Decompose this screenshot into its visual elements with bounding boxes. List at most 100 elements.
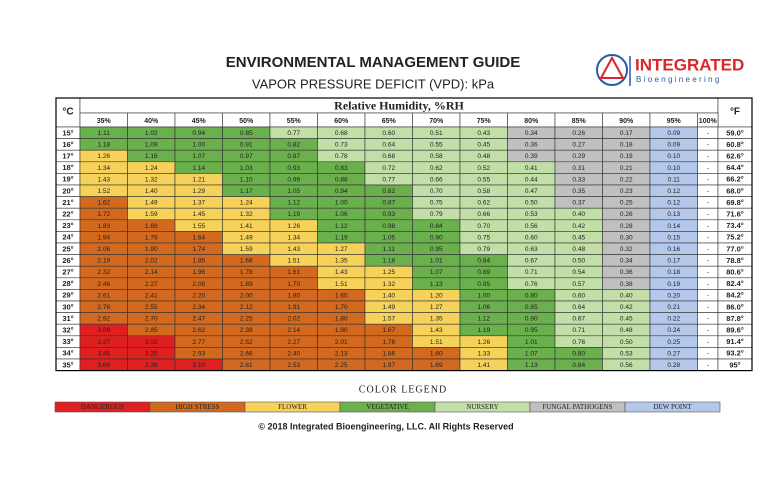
footer: © 2018 Integrated Bioengineering, LLC. A…	[258, 421, 513, 431]
vpd-value: 1.34	[287, 234, 300, 241]
vpd-value: -	[707, 200, 709, 207]
subtitle: VAPOR PRESSURE DEFICIT (VPD): kPa	[252, 76, 495, 91]
vpd-value: 0.55	[477, 176, 490, 183]
vpd-value: 0.80	[525, 292, 538, 299]
vpd-value: 0.68	[382, 153, 395, 160]
vpd-value: 0.51	[430, 130, 443, 137]
vpd-value: 2.27	[287, 339, 300, 346]
vpd-value: -	[707, 234, 709, 241]
vpd-value: 1.59	[145, 211, 158, 218]
vpd-value: 0.95	[430, 246, 443, 253]
vpd-value: 3.02	[145, 339, 158, 346]
vpd-value: 0.19	[667, 281, 680, 288]
vpd-value: 1.24	[240, 200, 253, 207]
vpd-value: 0.54	[572, 269, 585, 276]
vpd-value: 2.32	[97, 269, 110, 276]
vpd-value: 0.43	[477, 130, 490, 137]
vpd-value: 2.25	[240, 316, 253, 323]
vpd-value: 1.57	[382, 316, 395, 323]
vpd-value: 0.50	[620, 339, 633, 346]
vpd-value: 0.82	[382, 188, 395, 195]
vpd-value: 1.03	[240, 165, 253, 172]
vpd-value: 2.13	[335, 350, 348, 357]
vpd-value: 2.34	[192, 304, 205, 311]
vpd-value: 0.95	[477, 281, 490, 288]
fahrenheit-value: 93.2°	[726, 349, 744, 358]
vpd-value: 1.12	[477, 316, 490, 323]
vpd-value: 0.66	[430, 176, 443, 183]
vpd-value: -	[707, 292, 709, 299]
vpd-value: 1.27	[335, 246, 348, 253]
vpd-value: 0.87	[287, 153, 300, 160]
vpd-value: -	[707, 223, 709, 230]
celsius-value: 25°	[62, 244, 73, 253]
vpd-value: 1.16	[145, 153, 158, 160]
vpd-value: 2.20	[192, 292, 205, 299]
vpd-value: 0.22	[620, 176, 633, 183]
vpd-value: 0.34	[525, 130, 538, 137]
vpd-value: 0.50	[525, 200, 538, 207]
fahrenheit-value: 78.8°	[726, 256, 744, 265]
vpd-value: 0.83	[335, 165, 348, 172]
vpd-value: 0.85	[525, 304, 538, 311]
legend-label: DANGEROUS	[81, 403, 124, 411]
vpd-value: 2.61	[97, 292, 110, 299]
vpd-value: 0.30	[620, 234, 633, 241]
vpd-value: 1.19	[477, 327, 490, 334]
fahrenheit-value: 77.0°	[726, 244, 744, 253]
logo-name: INTEGRATED	[635, 55, 744, 74]
fahrenheit-value: 62.6°	[726, 151, 744, 160]
fahrenheit-value: 75.2°	[726, 233, 744, 242]
vpd-value: 1.02	[145, 130, 158, 137]
vpd-value: 0.48	[620, 327, 633, 334]
vpd-value: 1.83	[97, 223, 110, 230]
vpd-value: 2.12	[240, 304, 253, 311]
vpd-value: 0.87	[382, 200, 395, 207]
vpd-value: -	[707, 316, 709, 323]
vpd-value: 0.79	[477, 246, 490, 253]
vpd-value: 1.09	[145, 142, 158, 149]
vpd-value: -	[707, 211, 709, 218]
vpd-value: 1.89	[240, 281, 253, 288]
vpd-value: 0.45	[572, 234, 585, 241]
vpd-value: 0.28	[620, 223, 633, 230]
vpd-value: 1.26	[477, 339, 490, 346]
column-header: 95%	[667, 118, 682, 125]
vpd-value: 1.97	[382, 362, 395, 369]
vpd-value: 0.57	[572, 281, 585, 288]
logo: INTEGRATED Bioengineering	[596, 54, 744, 86]
vpd-value: 2.55	[145, 304, 158, 311]
vpd-value: 2.85	[145, 327, 158, 334]
vpd-value: 0.26	[572, 130, 585, 137]
vpd-value: 1.35	[430, 316, 443, 323]
vpd-value: 1.69	[430, 362, 443, 369]
vpd-value: 2.08	[192, 281, 205, 288]
vpd-value: 0.90	[525, 316, 538, 323]
fahrenheit-value: 59.0°	[726, 128, 744, 137]
column-header: 50%	[239, 118, 254, 125]
vpd-value: 2.41	[145, 292, 158, 299]
vpd-value: 0.72	[382, 165, 395, 172]
vpd-value: 0.84	[477, 258, 490, 265]
vpd-value: 0.63	[525, 246, 538, 253]
vpd-value: 1.20	[430, 292, 443, 299]
group-header: Relative Humidity, %RH	[334, 98, 464, 112]
fahrenheit-value: 91.4°	[726, 337, 744, 346]
vpd-value: 1.86	[382, 350, 395, 357]
vpd-value: 0.80	[572, 350, 585, 357]
vpd-value: 1.49	[240, 234, 253, 241]
vpd-value: -	[707, 176, 709, 183]
logo-tagline: Bioengineering	[636, 75, 722, 84]
vpd-value: 0.84	[572, 362, 585, 369]
vpd-value: 0.21	[620, 165, 633, 172]
vpd-value: 1.43	[287, 246, 300, 253]
vpd-value: 0.70	[430, 188, 443, 195]
vpd-value: 1.90	[145, 246, 158, 253]
vpd-value: 1.11	[383, 246, 396, 253]
vpd-value: 1.13	[430, 281, 443, 288]
vpd-value: 0.93	[287, 165, 300, 172]
vpd-value: 1.34	[97, 165, 110, 172]
celsius-value: 22°	[62, 209, 73, 218]
vpd-value: 0.56	[620, 362, 633, 369]
vpd-value: 0.58	[477, 188, 490, 195]
